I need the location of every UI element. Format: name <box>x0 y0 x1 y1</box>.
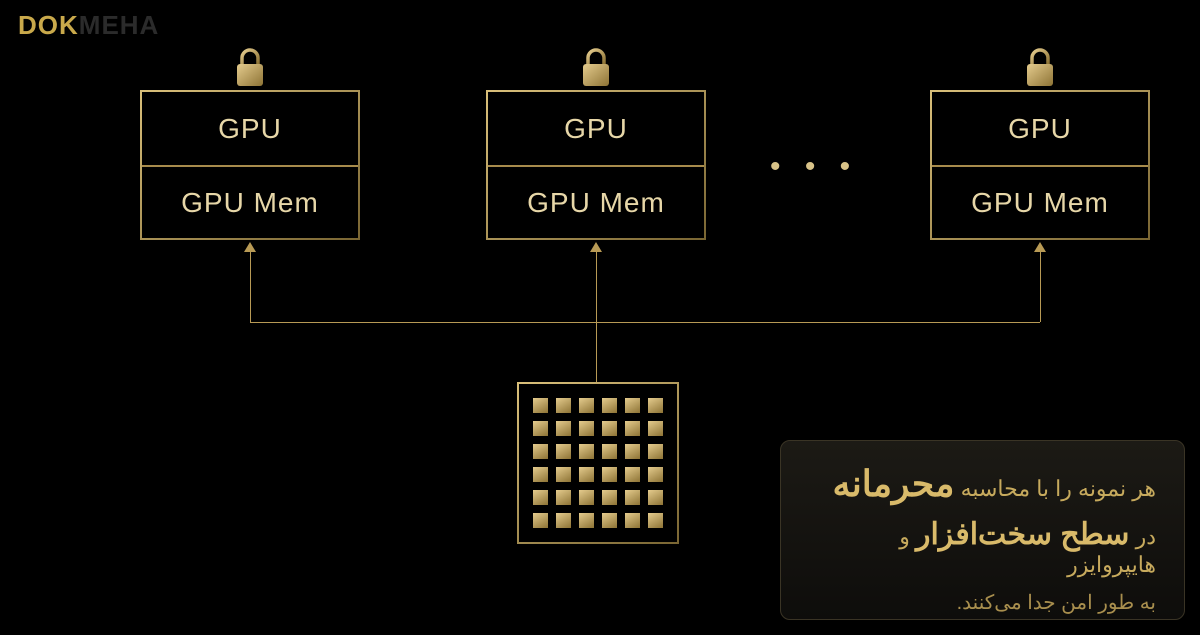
chip-die <box>648 398 663 413</box>
caption-line-2: در سطح سخت‌افزار و هایپروایزر <box>809 517 1156 578</box>
lock-icon <box>233 46 267 90</box>
chip-die <box>602 513 617 528</box>
lock-icon <box>1023 46 1057 90</box>
chip-die <box>556 421 571 436</box>
chip-die <box>556 398 571 413</box>
chip-die <box>625 398 640 413</box>
chip-die <box>579 421 594 436</box>
chip-die <box>533 398 548 413</box>
chip-die <box>556 467 571 482</box>
chip-die <box>625 467 640 482</box>
chip-die <box>579 513 594 528</box>
chip-die <box>625 513 640 528</box>
connector-arrowhead <box>590 242 602 252</box>
chip-die <box>648 490 663 505</box>
chip-die <box>602 398 617 413</box>
gpu-instance-box: GPU GPU Mem <box>486 90 706 240</box>
gpu-mem-label: GPU Mem <box>488 165 704 238</box>
gpu-label: GPU <box>932 92 1148 165</box>
chip-die <box>579 490 594 505</box>
chip-die <box>533 513 548 528</box>
caption-box: هر نمونه را با محاسبه محرمانه در سطح سخت… <box>780 440 1185 620</box>
logo-dark: MEHA <box>79 10 160 40</box>
chip-die <box>533 421 548 436</box>
chip-die <box>533 444 548 459</box>
gpu-label: GPU <box>142 92 358 165</box>
gpu-label: GPU <box>488 92 704 165</box>
connector-arrowhead <box>1034 242 1046 252</box>
chip-die <box>602 421 617 436</box>
logo: DOKMEHA <box>18 10 159 41</box>
gpu-instance-box: GPU GPU Mem <box>930 90 1150 240</box>
chip-die <box>556 490 571 505</box>
gpu-instance-box: GPU GPU Mem <box>140 90 360 240</box>
chip-die <box>648 467 663 482</box>
chip-die <box>579 467 594 482</box>
logo-gold: DOK <box>18 10 79 40</box>
gpu-mem-label: GPU Mem <box>142 165 358 238</box>
caption-l1-em: محرمانه <box>832 463 954 504</box>
processor-chip <box>517 382 679 544</box>
chip-die <box>602 467 617 482</box>
chip-die <box>602 490 617 505</box>
chip-die <box>579 398 594 413</box>
chip-die <box>625 444 640 459</box>
chip-die <box>556 444 571 459</box>
connector-arrowhead <box>244 242 256 252</box>
ellipsis: • • • <box>770 150 858 184</box>
chip-die <box>648 444 663 459</box>
lock-icon <box>579 46 613 90</box>
caption-line-1: هر نمونه را با محاسبه محرمانه <box>809 463 1156 505</box>
chip-die <box>625 490 640 505</box>
caption-l2-em: سطح سخت‌افزار <box>916 518 1129 551</box>
caption-l1-pre: هر نمونه را با محاسبه <box>961 476 1156 501</box>
chip-die <box>648 421 663 436</box>
chip-die <box>533 467 548 482</box>
chip-die <box>648 513 663 528</box>
caption-line-3: به طور امن جدا می‌کنند. <box>809 590 1156 615</box>
chip-die <box>579 444 594 459</box>
chip-die <box>602 444 617 459</box>
gpu-mem-label: GPU Mem <box>932 165 1148 238</box>
chip-die <box>625 421 640 436</box>
chip-die <box>556 513 571 528</box>
caption-l2-pre: در <box>1136 524 1156 549</box>
chip-die <box>533 490 548 505</box>
